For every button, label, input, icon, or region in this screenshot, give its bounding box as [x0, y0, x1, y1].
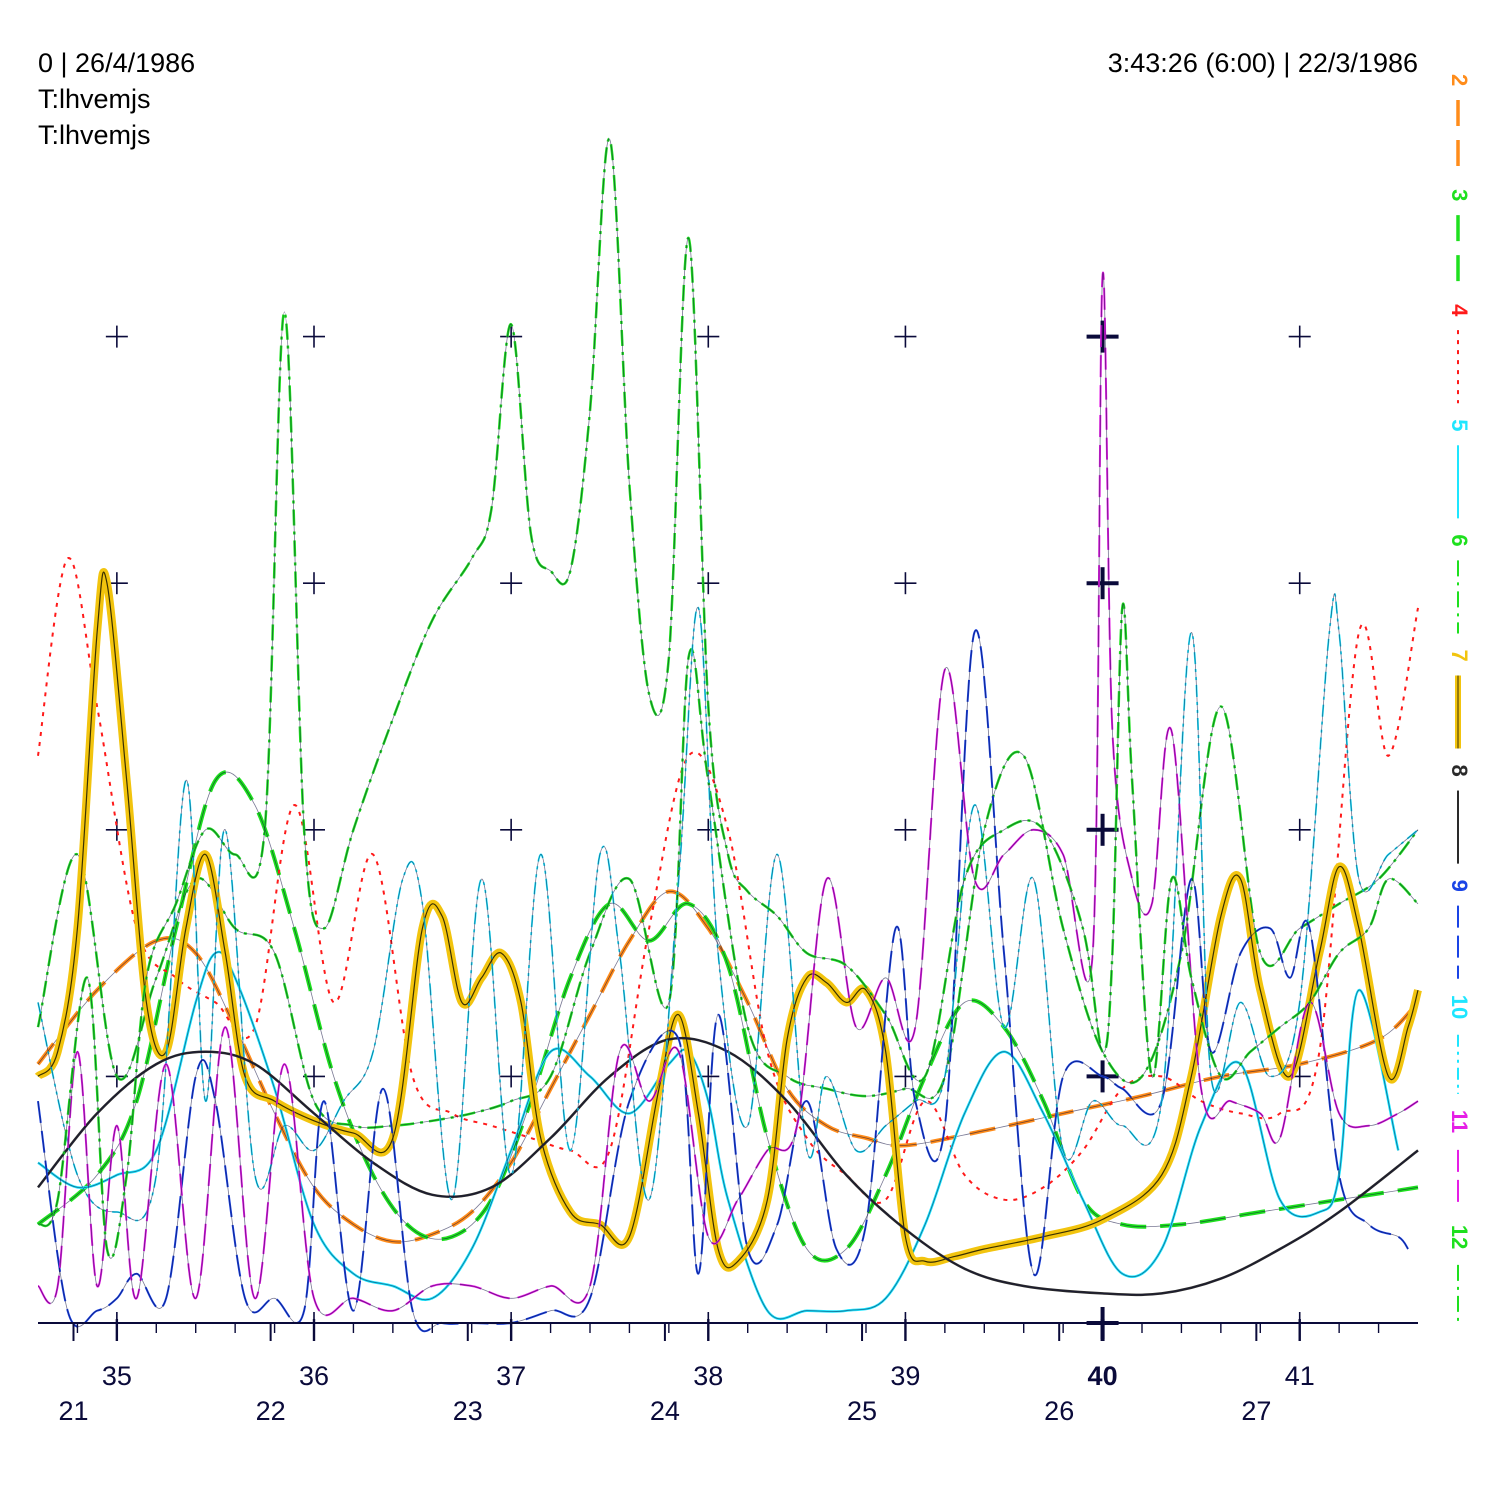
legend-entry-2: 2	[1447, 74, 1472, 174]
grid-cross	[500, 325, 523, 348]
legend: 2 3 4 5 6 7 8 9 10 11 12	[1447, 74, 1472, 1324]
legend-entry-3: 3	[1447, 189, 1472, 289]
grid-cross	[303, 325, 325, 348]
x-tick-label-primary: 40	[1088, 1361, 1118, 1391]
grid-cross	[894, 572, 917, 595]
legend-entry-6: 6	[1447, 534, 1472, 634]
header-date-left: 0 | 26/4/1986	[38, 48, 196, 78]
x-tick-label-primary: 38	[693, 1361, 723, 1391]
grid-cross	[1288, 572, 1311, 595]
legend-label: 4	[1447, 304, 1472, 317]
legend-label: 5	[1447, 419, 1472, 431]
grid-cross	[500, 818, 523, 841]
header-time-date-right: 3:43:26 (6:00) | 22/3/1986	[1107, 48, 1418, 78]
legend-entry-4: 4	[1447, 304, 1472, 404]
x-axis: 35 36 37 38 39 40 41 21 22 23 24 25 26 27	[38, 1319, 1418, 1426]
legend-entry-5: 5	[1447, 419, 1472, 519]
grid-cross	[1288, 818, 1311, 841]
legend-label: 11	[1447, 1110, 1472, 1133]
header-right: 3:43:26 (6:00) | 22/3/1986	[1108, 50, 1418, 77]
legend-label: 12	[1447, 1225, 1472, 1249]
series-line-7	[34, 568, 1422, 1272]
x-tick-label-secondary: 23	[453, 1396, 483, 1426]
legend-entry-10: 10	[1447, 995, 1472, 1094]
grid-cross	[1288, 325, 1311, 348]
legend-label: 10	[1447, 995, 1472, 1019]
series-line-2	[36, 889, 1420, 1244]
header-tag-2: T:lhvemjs	[38, 120, 151, 150]
legend-entry-9: 9	[1447, 880, 1472, 979]
legend-label: 9	[1447, 880, 1472, 892]
x-tick-label-primary: 36	[299, 1361, 329, 1391]
legend-entry-8: 8	[1447, 765, 1472, 864]
grid-cross	[697, 325, 720, 348]
series-line-8	[37, 1036, 1419, 1297]
grid-cross	[303, 572, 325, 595]
series-line-12	[37, 138, 1419, 1260]
header-tag-1: T:lhvemjs	[38, 84, 151, 114]
x-tick-label-primary: 39	[890, 1361, 920, 1391]
grid-cross	[1086, 567, 1119, 600]
legend-label: 7	[1447, 649, 1472, 661]
legend-entry-12: 12	[1447, 1225, 1472, 1324]
series-line-10	[37, 592, 1419, 1222]
grid-cross	[500, 572, 523, 595]
grid-cross	[1086, 320, 1119, 353]
grid-cross	[697, 572, 720, 595]
grid-cross	[500, 1065, 523, 1088]
x-tick-label-secondary: 24	[650, 1396, 680, 1426]
legend-label: 6	[1447, 534, 1472, 546]
x-tick-label-secondary: 26	[1044, 1396, 1074, 1426]
series-line-3	[36, 770, 1419, 1263]
grid-cross	[894, 818, 917, 841]
x-tick-label-primary: 37	[496, 1361, 526, 1391]
x-tick-label-secondary: 22	[256, 1396, 286, 1426]
series-line-4	[37, 557, 1419, 1204]
x-tick-label-secondary: 25	[847, 1396, 877, 1426]
series-line-11	[37, 271, 1419, 1317]
series-layer	[34, 138, 1422, 1333]
legend-entry-11: 11	[1447, 1110, 1472, 1209]
header-left: 0 | 26/4/1986 T:lhvemjs T:lhvemjs	[38, 50, 195, 158]
legend-label: 3	[1447, 189, 1472, 201]
legend-label: 2	[1447, 74, 1472, 86]
series-line-9	[37, 629, 1409, 1333]
grid-cross	[1086, 813, 1119, 846]
grid-cross	[303, 818, 325, 841]
x-tick-label-secondary: 27	[1241, 1396, 1271, 1426]
series-line-5	[37, 950, 1400, 1321]
x-tick-label-secondary: 21	[58, 1396, 88, 1426]
legend-label: 8	[1447, 765, 1472, 777]
grid-cross	[894, 325, 917, 348]
x-tick-label-primary: 35	[102, 1361, 132, 1391]
grid-cross	[105, 325, 128, 348]
x-tick-label-primary: 41	[1285, 1361, 1315, 1391]
legend-entry-7: 7	[1447, 649, 1472, 749]
